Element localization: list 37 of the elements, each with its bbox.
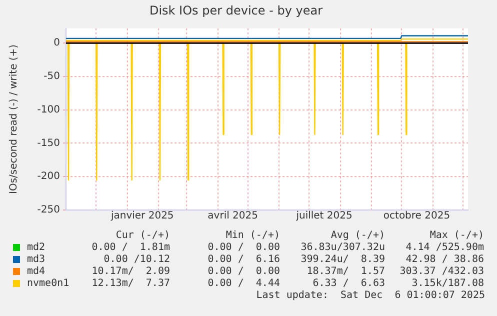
text: 0.00 /10.12 bbox=[104, 254, 170, 265]
x-tick-label: avril 2025 bbox=[208, 210, 258, 222]
text: Cur (-/+) bbox=[116, 230, 170, 241]
text: 0.00 / 6.16 bbox=[208, 254, 280, 265]
text: Avg (-/+) bbox=[330, 230, 385, 241]
text: 42.98 / 38.86 bbox=[406, 254, 484, 265]
text: 0.00 / 4.44 bbox=[208, 278, 280, 289]
chart-title: Disk IOs per device - by year bbox=[149, 3, 323, 18]
text: 4.14 /525.90m bbox=[406, 242, 484, 253]
text: 36.83u/307.32u bbox=[300, 242, 385, 253]
text: 0.00 / 0.00 bbox=[208, 242, 280, 253]
x-tick-label: juillet 2025 bbox=[295, 210, 352, 222]
text: 18.37m/ 1.57 bbox=[306, 266, 385, 277]
text: 303.37 /432.03 bbox=[400, 266, 484, 277]
y-tick-label: -150 bbox=[37, 138, 60, 149]
text: 0.00 / 0.00 bbox=[208, 266, 280, 277]
text: Min (-/+) bbox=[226, 230, 280, 241]
legend-label: md3 bbox=[27, 254, 46, 265]
text: 6.33 / 6.63 bbox=[312, 278, 385, 289]
text: 10.17m/ 2.09 bbox=[92, 266, 170, 277]
text: 3.15k/187.08 bbox=[412, 278, 484, 289]
y-tick-label: 0 bbox=[54, 38, 60, 49]
text: Last update: Sat Dec 6 01:00:07 2025 bbox=[256, 290, 485, 301]
y-axis-title: IOs/second read (-) / write (+) bbox=[8, 44, 20, 194]
x-tick-label: janvier 2025 bbox=[110, 210, 174, 222]
y-tick-label: -200 bbox=[37, 171, 60, 182]
text: 0.00 / 1.81m bbox=[92, 242, 170, 253]
text: 12.13m/ 7.37 bbox=[92, 278, 170, 289]
text: Max (-/+) bbox=[430, 230, 484, 241]
legend-label: nvme0n1 bbox=[27, 278, 70, 289]
y-tick-label: -250 bbox=[37, 204, 60, 216]
y-tick-label: -100 bbox=[37, 104, 60, 116]
x-tick-label: octobre 2025 bbox=[383, 210, 450, 222]
text: 399.24u/ 8.39 bbox=[300, 254, 385, 265]
legend-label: md4 bbox=[27, 266, 46, 277]
y-tick-label: -50 bbox=[44, 71, 60, 82]
legend-label: md2 bbox=[27, 242, 46, 253]
